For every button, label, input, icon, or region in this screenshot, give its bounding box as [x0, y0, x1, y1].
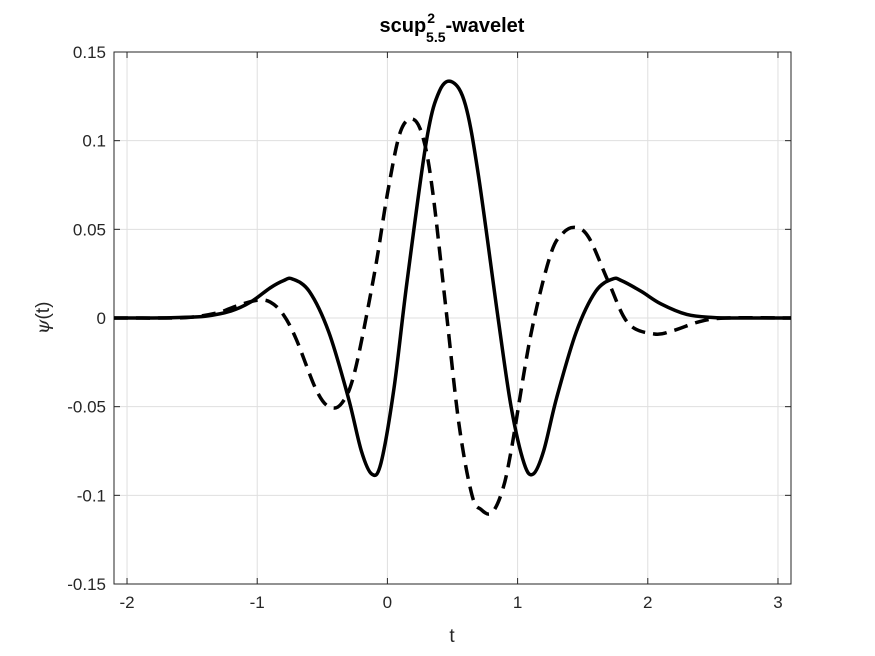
x-tick-label: 3	[773, 593, 782, 612]
plot-lines	[113, 79, 792, 516]
x-axis-label: t	[449, 626, 455, 647]
y-axis-label: ψ(t)	[32, 302, 54, 335]
y-tick-label: 0.15	[73, 43, 106, 62]
y-tick-labels: -0.15 -0.1 -0.05 0 0.05 0.1 0.15	[67, 43, 106, 594]
chart-title-base: scup	[380, 15, 427, 37]
chart-title: scup2 5.5-wavelet	[380, 10, 525, 45]
x-tick-label: -2	[119, 593, 134, 612]
y-tick-label: 0.1	[82, 132, 106, 151]
y-tick-label: -0.15	[67, 575, 106, 594]
x-tick-labels: -2 -1 0 1 2 3	[119, 593, 782, 612]
chart-title-suffix: -wavelet	[446, 15, 525, 37]
x-tick-label: -1	[250, 593, 265, 612]
chart-title-superscript: 2	[427, 10, 435, 26]
y-tick-label: -0.1	[77, 486, 106, 505]
series-line-solid	[113, 79, 792, 478]
x-tick-label: 0	[383, 593, 392, 612]
y-axis-label-suffix: (t)	[33, 302, 54, 320]
chart-title-subscript: 5.5	[426, 29, 446, 45]
y-tick-label: 0.05	[73, 220, 106, 239]
x-tick-label: 1	[513, 593, 522, 612]
tick-marks	[114, 51, 791, 585]
y-tick-label: 0	[97, 309, 106, 328]
series-line-dashed	[113, 117, 792, 516]
y-axis-label-symbol: ψ	[32, 318, 54, 334]
x-tick-label: 2	[643, 593, 652, 612]
grid-lines	[114, 51, 791, 585]
y-tick-label: -0.05	[67, 398, 106, 417]
